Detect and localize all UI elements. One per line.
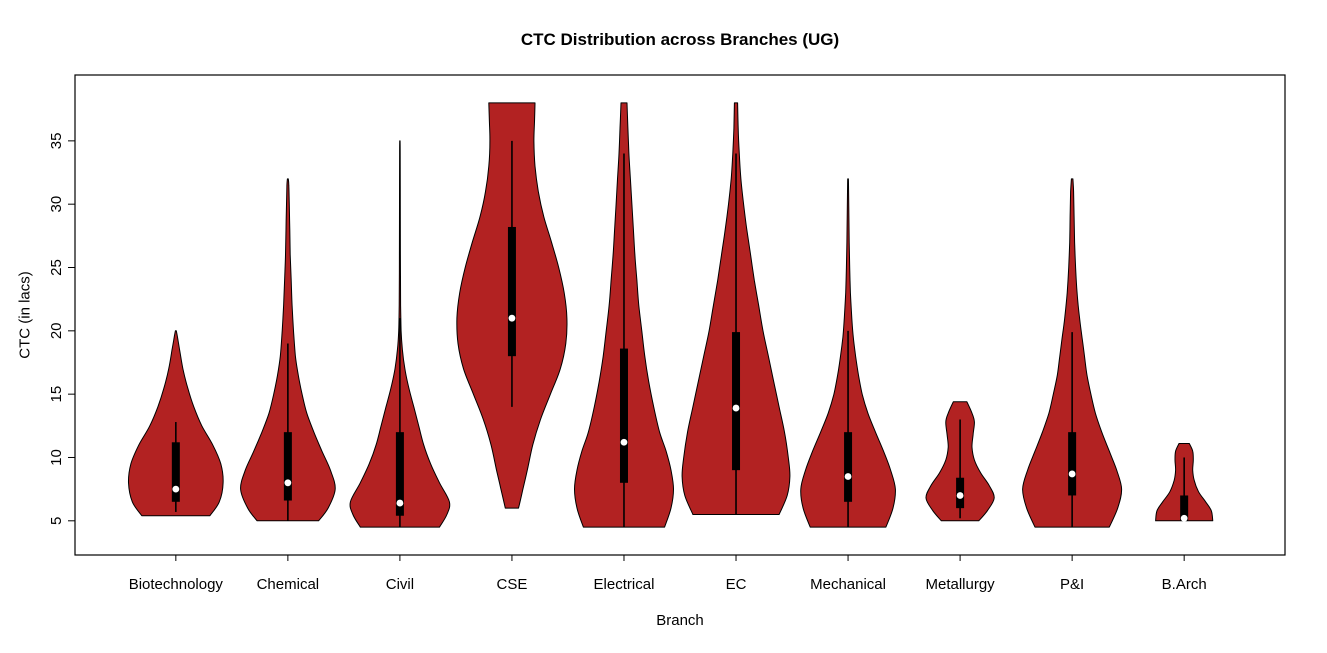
median-dot (1068, 470, 1076, 478)
median-dot (172, 485, 180, 493)
median-dot (396, 499, 404, 507)
x-axis-label: Branch (656, 612, 704, 629)
median-dot (956, 492, 964, 499)
median-dot (508, 314, 516, 322)
iqr-box (619, 348, 628, 483)
median-dot (1180, 514, 1188, 522)
y-tick-label: 5 (48, 517, 65, 525)
chart-title: CTC Distribution across Branches (UG) (520, 30, 840, 49)
x-category-label: Civil (386, 576, 414, 593)
plot-border (74, 74, 1286, 556)
iqr-box (1068, 432, 1077, 496)
iqr-box (844, 432, 853, 502)
median-dot (732, 404, 740, 412)
x-category-label: EC (726, 576, 747, 593)
iqr-box (1180, 495, 1189, 521)
iqr-box (507, 226, 516, 357)
iqr-box (395, 432, 404, 516)
x-category-label: Metallurgy (925, 576, 995, 593)
x-category-label: Mechanical (810, 576, 886, 593)
x-category-label: Biotechnology (129, 576, 224, 593)
median-dot (284, 479, 292, 487)
iqr-box (171, 442, 180, 502)
y-tick-label: 25 (48, 259, 65, 276)
x-category-label: P&I (1060, 576, 1084, 593)
x-category-label: Chemical (257, 576, 320, 593)
y-tick-label: 15 (48, 386, 65, 403)
y-tick-label: 30 (48, 196, 65, 213)
iqr-box (732, 332, 741, 471)
y-tick-label: 20 (48, 322, 65, 339)
y-tick-label: 10 (48, 449, 65, 466)
median-dot (844, 473, 852, 480)
median-dot (620, 438, 628, 446)
x-category-label: Electrical (594, 576, 655, 593)
x-category-label: B.Arch (1162, 576, 1207, 593)
iqr-box (283, 432, 292, 501)
x-category-label: CSE (497, 576, 528, 593)
y-tick-label: 35 (48, 133, 65, 150)
